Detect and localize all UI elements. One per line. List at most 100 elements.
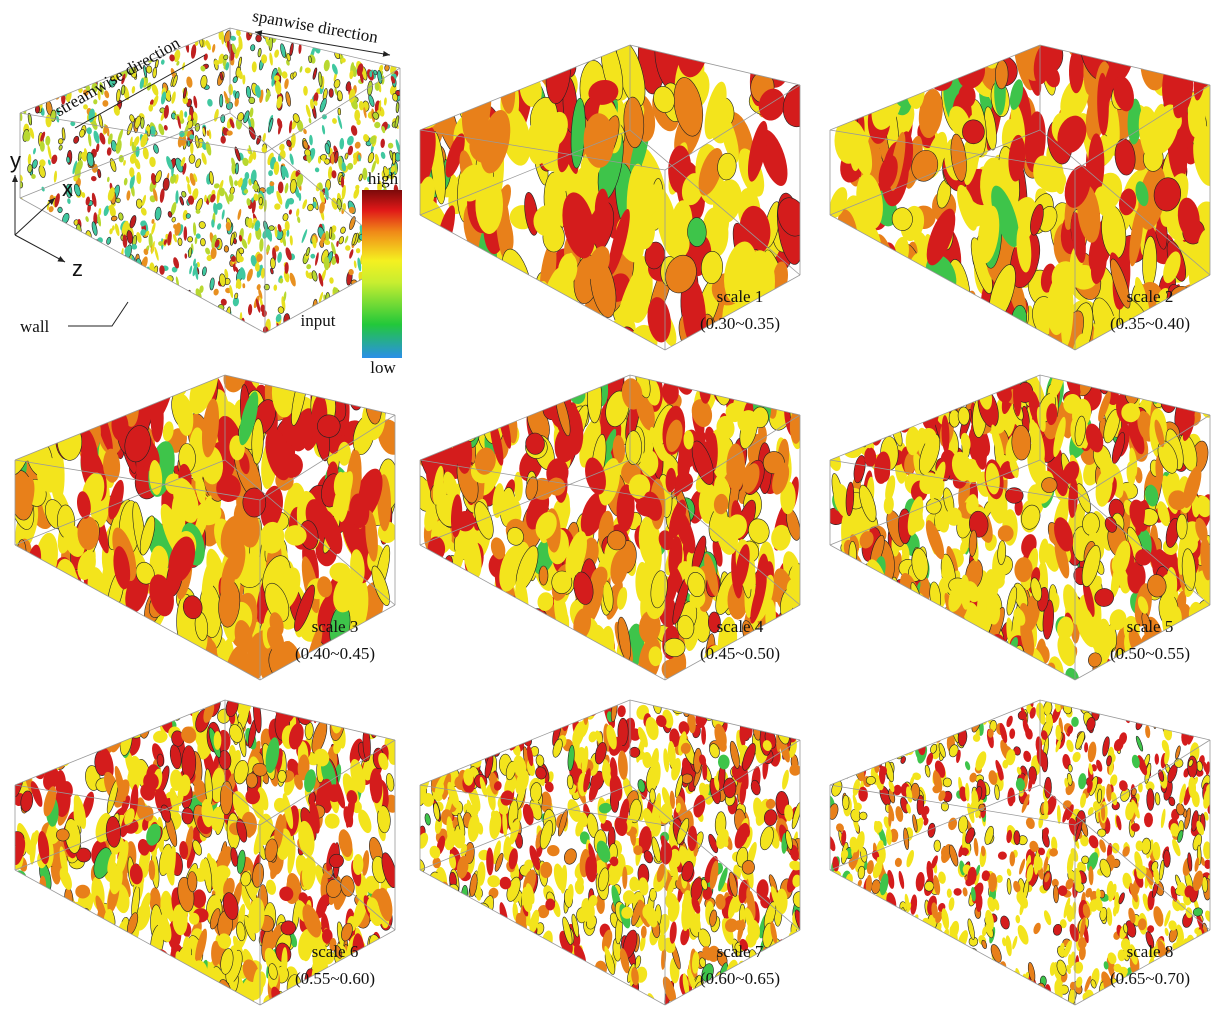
vortex-structure: [97, 259, 105, 274]
vortex-structure: [310, 98, 314, 110]
panel-label: scale 2: [1127, 287, 1174, 306]
vortex-structure: [205, 39, 212, 51]
vortex-structure: [830, 289, 844, 332]
vortex-structure: [513, 627, 536, 646]
vortex-structure: [181, 309, 185, 319]
vortex-structure: [223, 91, 229, 104]
vortex-structure: [1126, 461, 1136, 486]
vortex-structure: [736, 700, 749, 721]
vortex-structure: [1085, 423, 1104, 453]
vortex-structure: [925, 520, 945, 560]
vortex-structure: [350, 758, 366, 794]
vortex-structure: [171, 216, 176, 223]
vortex-structure: [918, 653, 932, 680]
vortex-structure: [785, 990, 796, 1004]
box-edge: [829, 129, 1076, 171]
vortex-structure: [70, 121, 76, 127]
vortex-structure: [337, 107, 342, 116]
vortex-structure: [320, 872, 328, 899]
vortex-structure: [456, 952, 469, 970]
vortex-structure: [164, 852, 175, 886]
vortex-structure: [306, 154, 312, 163]
vortex-structure: [195, 209, 201, 214]
vortex-structure: [698, 148, 724, 196]
panel-range: (0.40~0.45): [295, 644, 375, 663]
vortex-structure: [345, 245, 351, 251]
vortex-structure: [36, 94, 43, 101]
vortex-structure: [932, 390, 952, 410]
vortex-structure: [200, 65, 206, 72]
vortex-structure: [163, 966, 171, 1000]
vortex-structure: [991, 424, 1005, 462]
vortex-structure: [557, 253, 578, 287]
vortex-structure: [171, 970, 187, 1005]
vortex-structure: [874, 389, 887, 412]
vortex-structure: [916, 616, 932, 659]
vortex-structure: [20, 92, 26, 98]
vortex-structure: [69, 622, 91, 679]
vortex-structure: [476, 45, 499, 76]
box-edge: [259, 929, 396, 1006]
vortex-structure: [846, 392, 855, 426]
vortex-structure: [238, 177, 243, 188]
vortex-structure: [171, 707, 182, 721]
vortex-structure: [278, 121, 282, 135]
structures: [15, 700, 395, 1005]
vortex-structure: [15, 937, 28, 952]
vortex-structure: [946, 375, 963, 404]
vortex-structure: [830, 582, 838, 616]
vortex-structure: [245, 788, 261, 805]
vortex-structure: [109, 158, 117, 172]
vortex-structure: [20, 287, 26, 298]
vortex-structure: [124, 808, 135, 826]
vortex-structure: [1163, 251, 1181, 284]
vortex-structure: [93, 99, 98, 105]
vortex-structure: [83, 384, 108, 413]
vortex-structure: [150, 710, 168, 725]
vortex-structure: [100, 259, 107, 268]
vortex-structure: [83, 251, 88, 265]
vortex-structure: [354, 141, 361, 149]
vortex-structure: [82, 791, 95, 819]
vortex-structure: [370, 135, 377, 145]
vortex-structure: [194, 236, 198, 245]
vortex-structure: [67, 284, 74, 291]
vortex-structure: [133, 271, 138, 284]
vortex-structure: [480, 609, 497, 650]
vortex-structure: [356, 989, 365, 1005]
vortex-structure: [223, 877, 235, 898]
panel-range: (0.30~0.35): [700, 314, 780, 333]
vortex-structure: [99, 747, 114, 779]
vortex-structure: [29, 899, 45, 929]
vortex-structure: [154, 170, 162, 183]
vortex-structure: [861, 306, 881, 330]
vortex-structure: [97, 948, 111, 974]
vortex-structure: [436, 477, 448, 515]
vortex-structure: [368, 94, 375, 107]
vortex-structure: [53, 328, 59, 333]
vortex-structure: [125, 375, 138, 406]
vortex-structure: [152, 67, 157, 79]
vortex-structure: [131, 314, 138, 321]
vortex-structure: [304, 67, 311, 74]
vortex-structure: [268, 963, 278, 980]
vortex-structure: [63, 986, 76, 1005]
vortex-structure: [661, 787, 672, 809]
vortex-structure: [375, 967, 386, 998]
vortex-structure: [453, 631, 471, 660]
vortex-structure: [242, 74, 246, 85]
vortex-structure: [70, 737, 85, 758]
vortex-structure: [34, 960, 49, 979]
vortex-structure: [649, 426, 666, 462]
vortex-structure: [113, 105, 120, 116]
vortex-structure: [750, 574, 767, 624]
vortex-structure: [200, 75, 208, 89]
vortex-structure: [205, 141, 212, 156]
vortex-structure: [248, 96, 256, 104]
vortex-structure: [533, 204, 562, 237]
vortex-structure: [32, 232, 38, 241]
vortex-structure: [106, 279, 112, 289]
vortex-structure: [198, 658, 216, 680]
vortex-structure: [143, 64, 148, 79]
vortex-structure: [226, 130, 233, 136]
